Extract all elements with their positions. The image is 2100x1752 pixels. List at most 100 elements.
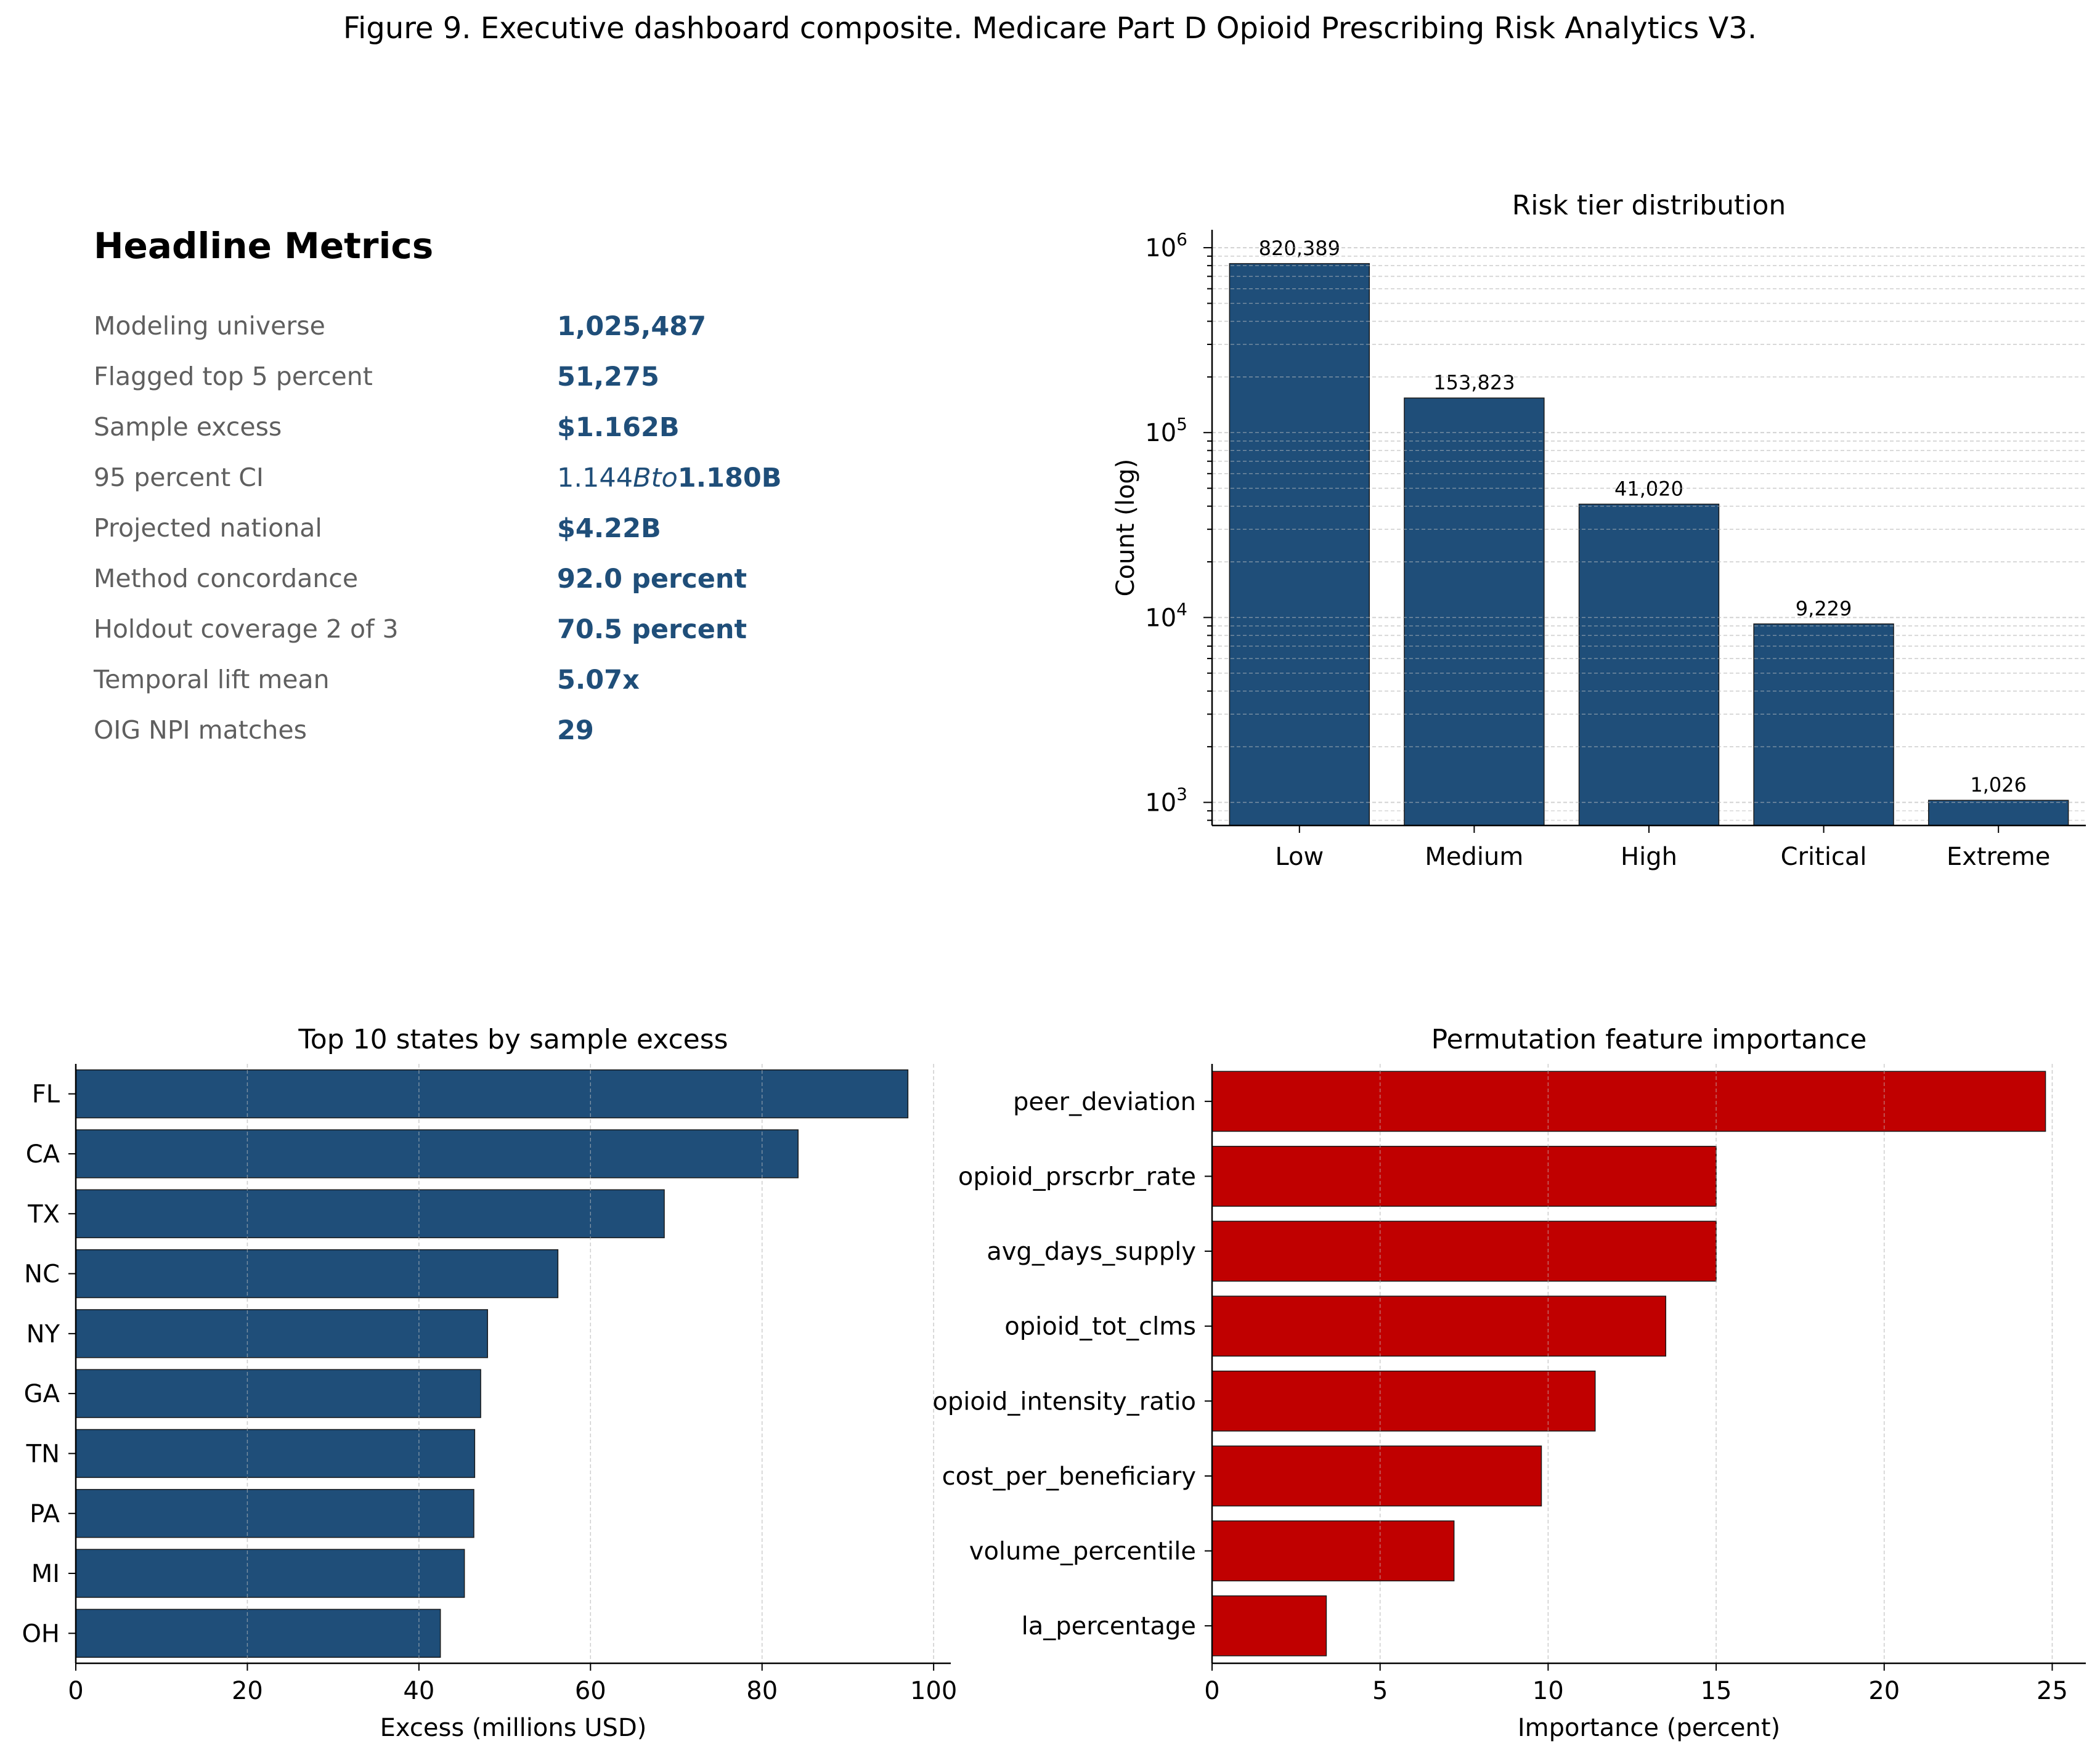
y-tick-label: NY: [26, 1320, 60, 1348]
metric-label: Holdout coverage 2 of 3: [94, 614, 399, 644]
y-tick-label: la_percentage: [1022, 1612, 1196, 1640]
y-tick-label: opioid_prscrbr_rate: [958, 1162, 1196, 1191]
x-tick-label: 25: [2037, 1677, 2068, 1705]
bar-medium: [1404, 397, 1545, 826]
x-tick-label: 0: [68, 1677, 83, 1705]
y-tick-label: MI: [31, 1560, 60, 1588]
x-tick-label: 15: [1701, 1677, 1732, 1705]
y-tick-label: PA: [30, 1500, 60, 1528]
bar-ny: [75, 1309, 488, 1358]
x-tick-label: 20: [232, 1677, 263, 1705]
metric-value-ci: 1.144Bto1.180B: [557, 463, 782, 493]
bar-opioid-prscrbr-rate: [1211, 1146, 1717, 1207]
y-tick-label: opioid_tot_clms: [1004, 1313, 1196, 1341]
metric-row-oig-npi-matches: OIG NPI matches 29: [94, 715, 987, 752]
metric-value: 29: [557, 715, 594, 746]
bar-opioid-intensity-ratio: [1211, 1370, 1596, 1432]
y-tick-label: 106: [1145, 229, 1187, 262]
bar-ca: [75, 1129, 799, 1178]
chart-title: Top 10 states by sample excess: [298, 1024, 728, 1055]
x-tick-label: 5: [1372, 1677, 1388, 1705]
metric-label: Method concordance: [94, 564, 359, 593]
data-label: 41,020: [1614, 477, 1683, 500]
bar-opioid-tot-clms: [1211, 1296, 1667, 1357]
x-tick-label: Medium: [1425, 843, 1523, 871]
y-tick-label: OH: [22, 1620, 60, 1648]
metric-value: $1.162B: [557, 412, 680, 443]
bar-mi: [75, 1549, 465, 1598]
chart-title: Permutation feature importance: [1431, 1024, 1867, 1055]
ci-upper-part: 1.180B: [677, 463, 782, 493]
data-label: 1,026: [1970, 773, 2027, 797]
y-tick-label: CA: [26, 1140, 60, 1169]
x-tick-label: 40: [403, 1677, 434, 1705]
x-tick-label: Low: [1275, 843, 1324, 871]
metric-row-sample-excess: Sample excess $1.162B: [94, 412, 987, 449]
x-axis-label: Excess (millions USD): [380, 1714, 647, 1742]
x-axis-label: Importance (percent): [1518, 1714, 1780, 1742]
metric-value: 70.5 percent: [557, 614, 747, 645]
bar-avg-days-supply: [1211, 1220, 1717, 1282]
y-tick-label: NC: [24, 1260, 60, 1289]
y-tick-label: TX: [27, 1200, 60, 1228]
metric-value: 51,275: [557, 362, 659, 392]
bar-fl: [75, 1069, 909, 1119]
y-tick-label: 105: [1145, 414, 1187, 447]
metric-label: Sample excess: [94, 412, 282, 442]
x-tick-label: 80: [746, 1677, 778, 1705]
bar-peer-deviation: [1211, 1071, 2046, 1132]
figure-title: Figure 9. Executive dashboard composite.…: [343, 11, 1757, 46]
metric-row-method-concordance: Method concordance 92.0 percent: [94, 564, 987, 601]
y-tick-label: peer_deviation: [1013, 1088, 1196, 1116]
bar-cost-per-beneficiary: [1211, 1445, 1542, 1507]
metric-value: 92.0 percent: [557, 564, 747, 594]
headline-metrics-panel: Headline Metrics Modeling universe 1,025…: [94, 225, 987, 779]
metric-row-flagged-top-5: Flagged top 5 percent 51,275: [94, 362, 987, 399]
bar-oh: [75, 1608, 441, 1658]
y-tick-label: GA: [24, 1380, 60, 1408]
bar-critical: [1753, 623, 1894, 826]
bar-tn: [75, 1429, 476, 1478]
metric-row-modeling-universe: Modeling universe 1,025,487: [94, 311, 987, 348]
ci-lower-part: 1.144: [557, 463, 633, 493]
y-tick-label: volume_percentile: [969, 1538, 1196, 1566]
chart-title: Risk tier distribution: [1512, 190, 1786, 221]
ci-mid-part: Bto: [633, 463, 678, 493]
bar-nc: [75, 1249, 559, 1299]
metric-label: Modeling universe: [94, 311, 325, 341]
metric-label: 95 percent CI: [94, 463, 264, 492]
metric-value: $4.22B: [557, 513, 661, 544]
data-label: 9,229: [1796, 597, 1852, 620]
data-label: 153,823: [1433, 371, 1515, 394]
x-tick-label: High: [1621, 843, 1677, 871]
bar-high: [1578, 503, 1720, 826]
y-tick-label: 104: [1145, 599, 1187, 632]
metric-label: OIG NPI matches: [94, 715, 307, 745]
metric-row-temporal-lift: Temporal lift mean 5.07x: [94, 665, 987, 702]
bar-ga: [75, 1369, 481, 1418]
y-tick-label: avg_days_supply: [987, 1238, 1196, 1266]
y-tick-label: 103: [1145, 784, 1187, 817]
bar-pa: [75, 1489, 474, 1538]
bar-volume-percentile: [1211, 1520, 1455, 1581]
metric-label: Temporal lift mean: [94, 665, 330, 694]
metric-row-projected-national: Projected national $4.22B: [94, 513, 987, 550]
metric-row-95-percent-ci: 95 percent CI 1.144Bto1.180B: [94, 463, 987, 500]
headline-metrics-heading: Headline Metrics: [94, 225, 434, 267]
bar-la-percentage: [1211, 1595, 1327, 1657]
x-tick-label: 0: [1204, 1677, 1219, 1705]
metric-label: Projected national: [94, 513, 322, 543]
y-tick-label: TN: [26, 1440, 60, 1468]
data-label: 820,389: [1259, 237, 1340, 260]
metric-label: Flagged top 5 percent: [94, 362, 373, 391]
x-tick-label: 10: [1532, 1677, 1564, 1705]
y-tick-label: FL: [32, 1081, 60, 1109]
x-tick-label: 60: [575, 1677, 606, 1705]
y-tick-label: opioid_intensity_ratio: [932, 1387, 1196, 1416]
x-tick-label: Critical: [1781, 843, 1867, 871]
bar-extreme: [1928, 800, 2069, 826]
y-axis-label: Count (log): [1112, 459, 1140, 597]
bar-low: [1229, 263, 1370, 826]
x-tick-label: 20: [1868, 1677, 1900, 1705]
metric-value: 5.07x: [557, 665, 640, 696]
